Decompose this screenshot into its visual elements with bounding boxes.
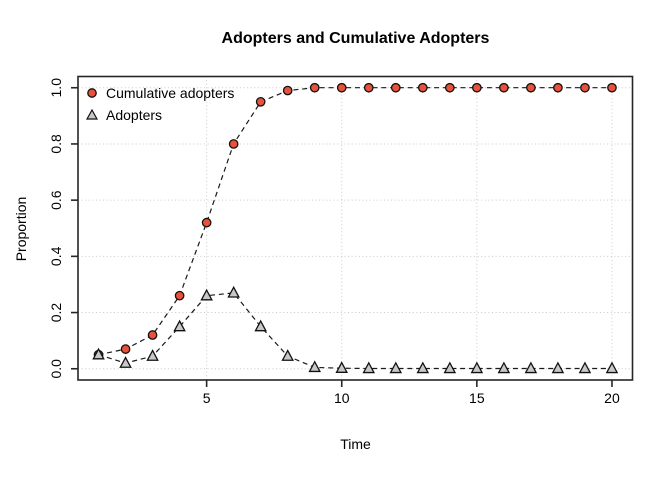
cumulative-adopters-point — [201, 217, 212, 228]
adopters-point — [389, 361, 403, 374]
y-tick-label: 0.2 — [48, 303, 64, 323]
cumulative-adopters-point — [417, 82, 428, 93]
adopters-point — [470, 361, 484, 374]
legend-item-adopters: Adopters — [84, 104, 234, 126]
adopters-point — [173, 319, 186, 332]
x-tick-label: 5 — [203, 390, 211, 406]
adopters-point — [200, 288, 213, 301]
adopters-point — [308, 360, 322, 373]
x-tick-label: 20 — [604, 390, 620, 406]
cumulative-adopters-point — [553, 82, 563, 93]
y-tick-label: 0.6 — [48, 190, 64, 210]
plot-border — [77, 75, 634, 381]
adopters-line — [98, 292, 612, 370]
cumulative-adopters-point — [228, 139, 239, 149]
adopters-point — [146, 349, 159, 361]
adopters-point — [551, 361, 565, 374]
adopters-point — [92, 347, 105, 360]
cumulative-adopters-point — [607, 82, 617, 93]
cumulative-adopters-point — [363, 82, 374, 93]
cumulative-adopters-point — [309, 82, 320, 93]
legend: Cumulative adopters Adopters — [84, 82, 234, 126]
adopters-point — [524, 361, 538, 374]
legend-label-cumulative-adopters: Cumulative adopters — [106, 85, 235, 101]
legend-circle-icon — [87, 88, 97, 98]
legend-label-adopters: Adopters — [106, 107, 163, 123]
x-axis-label: Time — [340, 436, 371, 452]
x-tick-label: 15 — [469, 390, 485, 406]
x-tick-label: 10 — [334, 390, 350, 406]
cumulative-adopters-point — [526, 82, 536, 93]
y-tick-label: 0.8 — [48, 134, 64, 154]
adopters-point — [497, 361, 511, 374]
cumulative-adopters-point — [472, 82, 482, 93]
cumulative-adopters-line — [98, 87, 612, 356]
cumulative-adopters-point — [336, 82, 347, 93]
cumulative-adopters-point — [390, 82, 401, 93]
adopters-point — [416, 361, 430, 374]
cumulative-adopters-point — [120, 344, 131, 354]
chart-title: Adopters and Cumulative Adopters — [221, 30, 490, 47]
y-tick-label: 0.4 — [48, 246, 64, 266]
cumulative-adopters-point — [580, 82, 590, 93]
adopters-point — [119, 356, 132, 368]
adopters-point — [605, 361, 619, 374]
legend-item-cumulative-adopters: Cumulative adopters — [84, 82, 234, 104]
adopters-point — [335, 361, 349, 373]
y-axis-label: Proportion — [13, 196, 29, 262]
adopters-point — [254, 319, 267, 332]
cumulative-adopters-point — [444, 82, 455, 93]
cumulative-adopters-point — [499, 82, 509, 93]
cumulative-adopters-point — [147, 330, 158, 340]
cumulative-adopters-point — [282, 85, 293, 96]
adopters-point — [578, 361, 592, 374]
adopters-point — [227, 285, 240, 298]
adopters-point — [362, 361, 376, 374]
y-tick-label: 0.0 — [48, 359, 64, 379]
y-tick-label: 1.0 — [48, 78, 64, 98]
adopters-point — [443, 361, 457, 374]
cumulative-adopters-point — [255, 96, 266, 107]
legend-triangle-icon — [85, 108, 99, 120]
adopters-point — [281, 349, 294, 361]
cumulative-adopters-point — [174, 290, 185, 301]
